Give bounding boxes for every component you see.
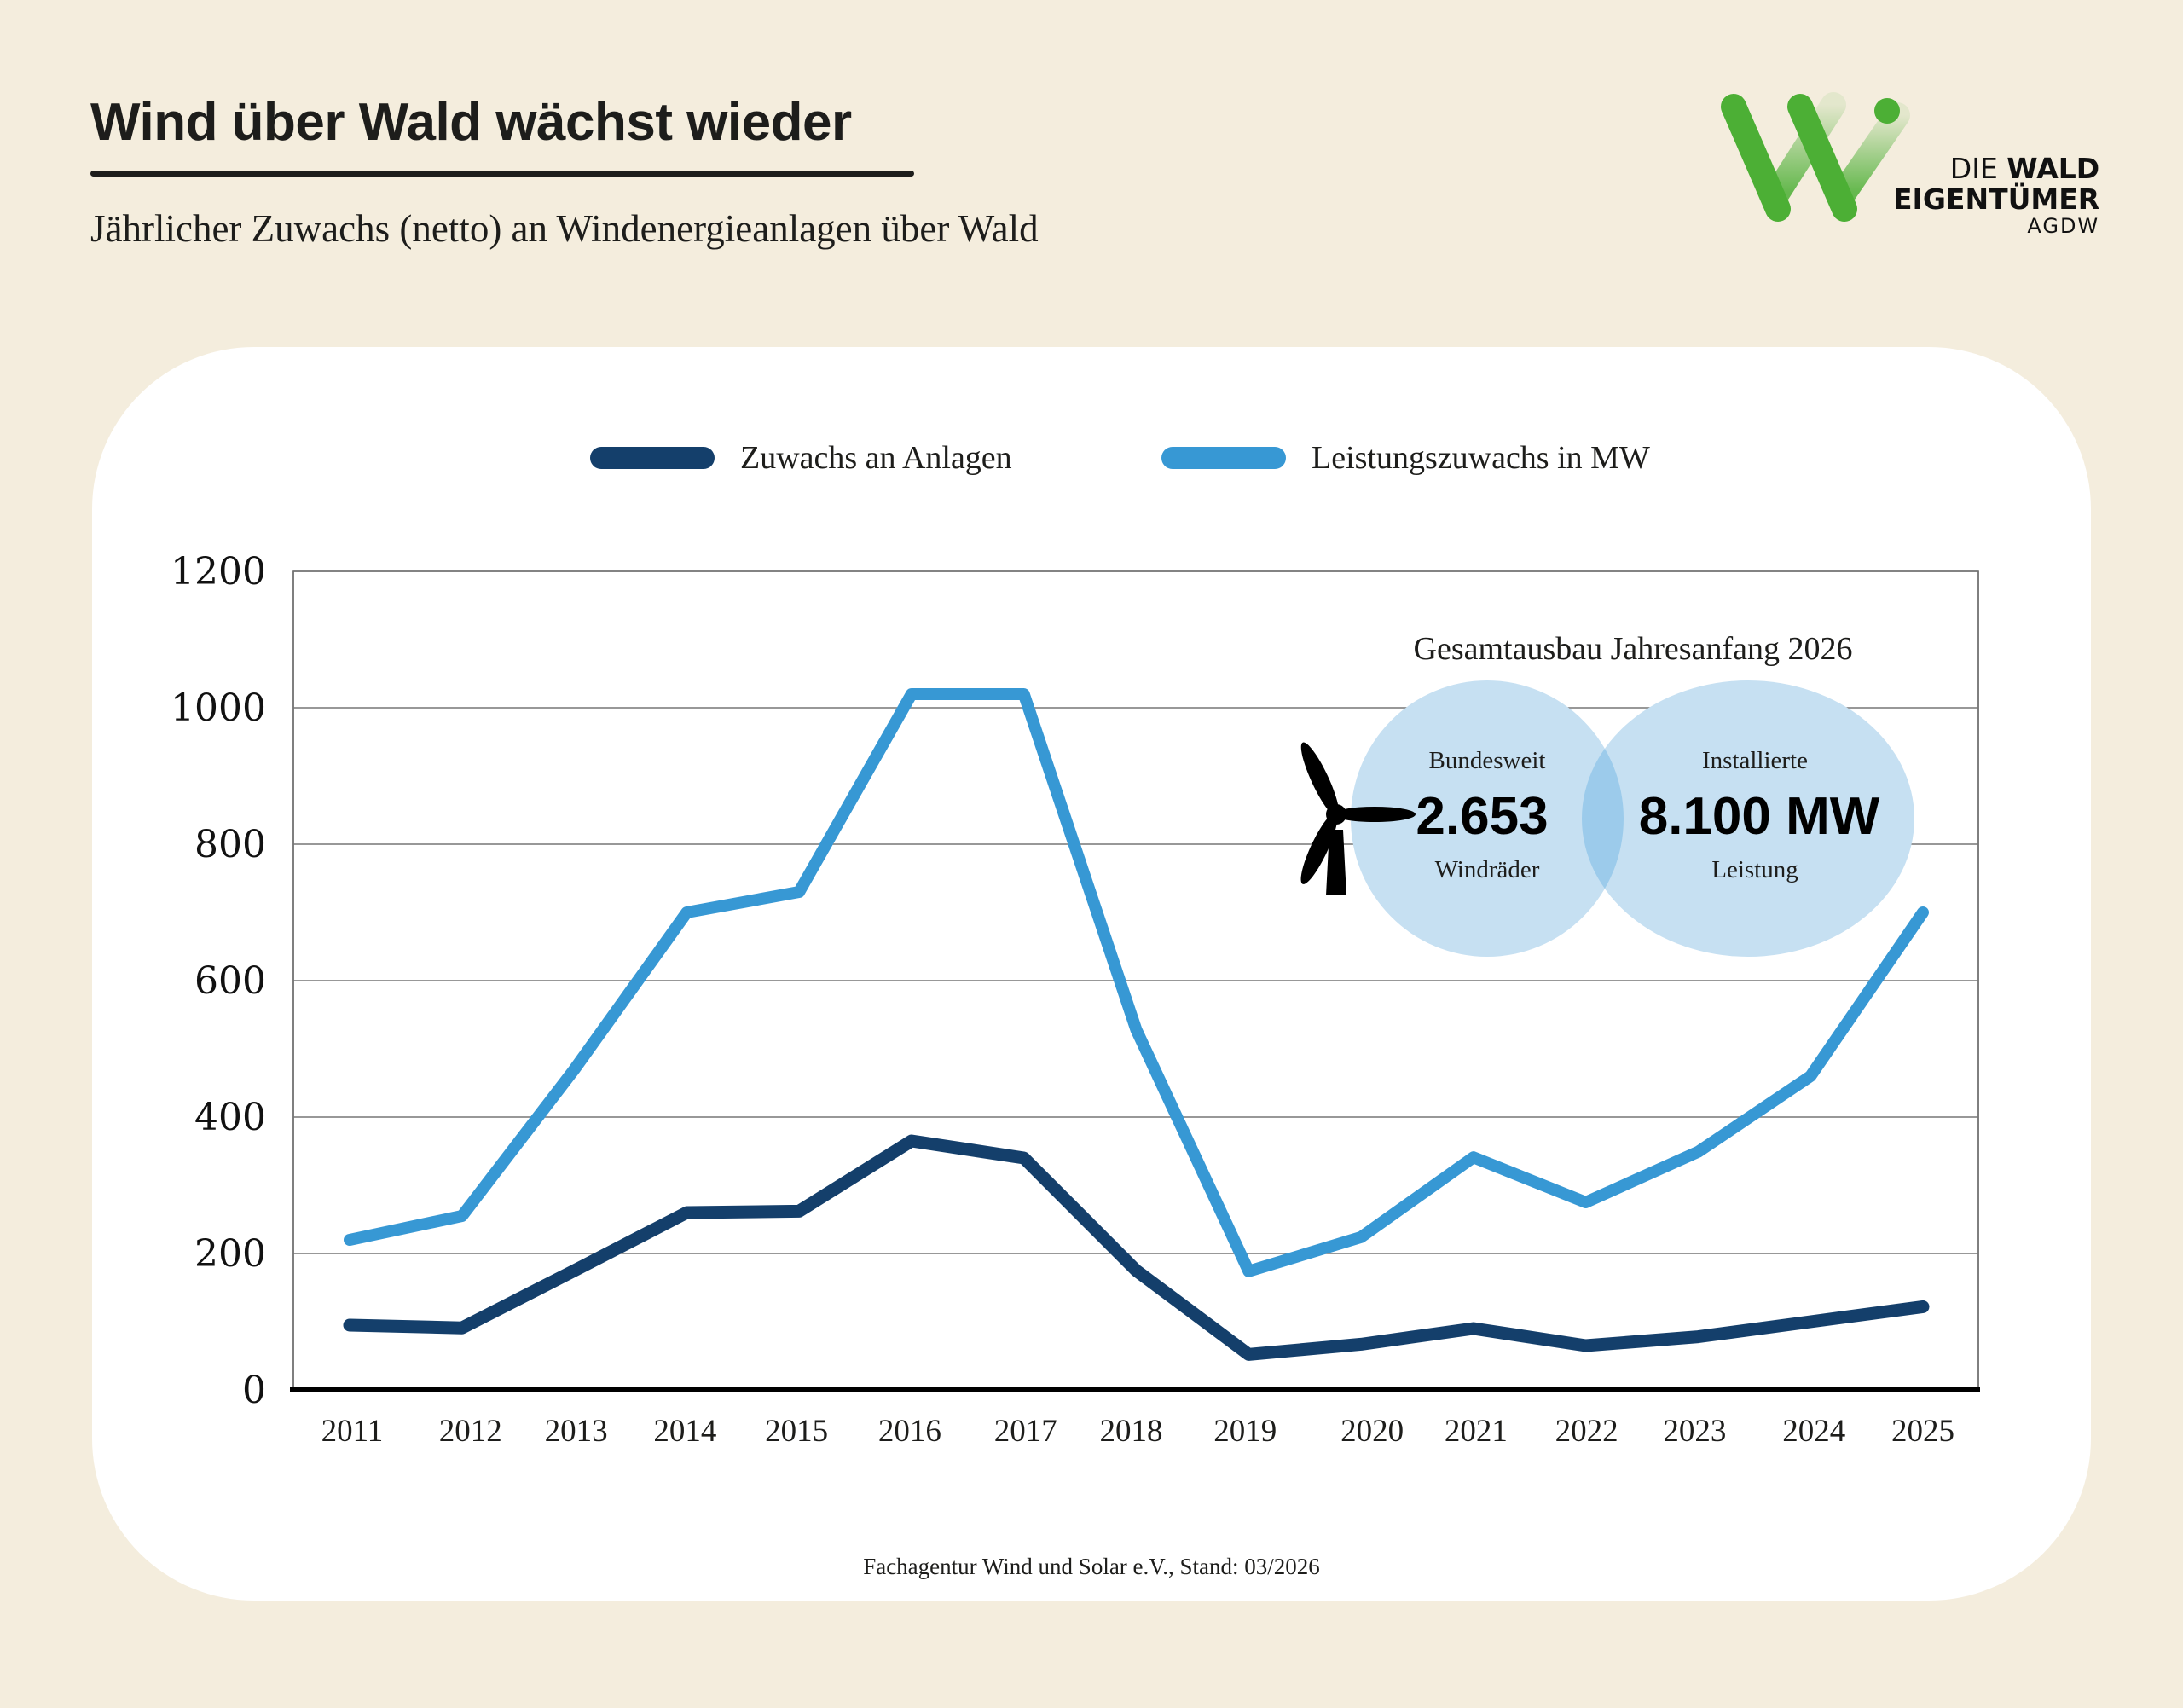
x-tick-label: 2024 <box>1782 1414 1845 1449</box>
y-axis-ticks: 0 200 400 600 800 1000 1200 <box>171 550 266 1412</box>
source-footer: Fachagentur Wind und Solar e.V., Stand: … <box>863 1554 1320 1579</box>
page-subtitle: Jährlicher Zuwachs (netto) an Windenergi… <box>90 207 1039 250</box>
logo-text-agdw: AGDW <box>2027 214 2100 238</box>
legend-item-leistung: Leistungszuwachs in MW <box>1161 439 1650 477</box>
annotation-left-bottom: Windräder <box>1435 856 1540 883</box>
y-tick-label: 600 <box>194 959 266 1003</box>
page-title: Wind über Wald wächst wieder <box>90 93 852 152</box>
legend-label: Leistungszuwachs in MW <box>1312 440 1650 476</box>
x-tick-label: 2020 <box>1340 1414 1404 1449</box>
x-tick-label: 2025 <box>1891 1414 1954 1449</box>
y-tick-label: 0 <box>242 1369 266 1412</box>
logo-text-eigentuemer: EIGENTÜMER <box>1893 182 2100 216</box>
y-tick-label: 800 <box>194 823 266 866</box>
title-underline <box>90 171 914 177</box>
x-tick-label: 2013 <box>545 1414 608 1449</box>
wind-turbine-icon <box>1300 742 1416 895</box>
annotation-left-value: 2.653 <box>1416 787 1548 846</box>
agdw-logo-icon <box>1721 92 1910 222</box>
x-tick-label: 2016 <box>878 1414 941 1449</box>
annotation-left-top: Bundesweit <box>1429 747 1546 774</box>
x-tick-label: 2011 <box>321 1414 384 1449</box>
bubble-right <box>1582 680 1914 957</box>
logo-text-wald: WALD <box>2006 152 2100 185</box>
chart-legend: Zuwachs an Anlagen Leistungszuwachs in M… <box>0 439 2183 482</box>
y-tick-label: 400 <box>194 1096 266 1139</box>
legend-label: Zuwachs an Anlagen <box>740 440 1012 476</box>
annotation-right-value: 8.100 MW <box>1639 787 1880 846</box>
summary-annotation: Gesamtausbau Jahresanfang 2026 Bundeswei… <box>1300 631 1914 957</box>
series-lines <box>343 688 1930 1361</box>
x-tick-label: 2019 <box>1213 1414 1277 1449</box>
x-tick-label: 2012 <box>439 1414 502 1449</box>
y-tick-label: 1200 <box>171 550 266 593</box>
x-tick-label: 2018 <box>1100 1414 1163 1449</box>
x-axis-ticks: 2011 2012 2013 2014 2015 2016 2017 2018 2019 2020… <box>321 1414 1954 1449</box>
x-tick-label: 2015 <box>765 1414 828 1449</box>
legend-swatch-light <box>1161 447 1286 469</box>
x-tick-label: 2021 <box>1445 1414 1508 1449</box>
series-line-anlagen <box>343 1134 1930 1361</box>
annotation-right-bottom: Leistung <box>1711 856 1798 883</box>
x-tick-label: 2017 <box>994 1414 1057 1449</box>
x-tick-label: 2023 <box>1663 1414 1726 1449</box>
logo-wordmark: DIE WALD EIGENTÜMER AGDW <box>1893 152 2100 238</box>
legend-item-anlagen: Zuwachs an Anlagen <box>590 439 1012 477</box>
logo-text-die: DIE <box>1949 152 2007 185</box>
x-tick-label: 2022 <box>1555 1414 1618 1449</box>
y-tick-label: 200 <box>194 1232 266 1276</box>
annotation-right-top: Installierte <box>1702 747 1808 774</box>
x-tick-label: 2014 <box>653 1414 716 1449</box>
legend-swatch-dark <box>590 447 715 469</box>
annotation-title: Gesamtausbau Jahresanfang 2026 <box>1414 631 1853 667</box>
y-tick-label: 1000 <box>171 686 266 730</box>
bubble-left <box>1351 680 1624 957</box>
